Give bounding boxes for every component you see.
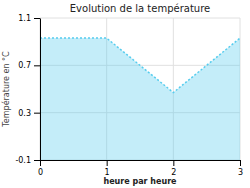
x-axis: 0 1 2 3 — [38, 160, 243, 177]
tick: 0.3 — [18, 109, 40, 118]
line — [40, 38, 240, 92]
tick: 0.7 — [18, 61, 40, 70]
grid-line — [40, 18, 41, 160]
tick-mark — [107, 160, 108, 166]
tick-label: 0.7 — [18, 61, 31, 70]
tick: 1 — [105, 160, 110, 177]
chart: 0 1 2 3 -0.1 0.3 0.7 1.1 Evolution de la tempéra… — [0, 0, 250, 188]
tick: 2 — [171, 160, 176, 177]
tick-mark — [240, 160, 241, 166]
tick-label: -0.1 — [15, 156, 31, 165]
area — [40, 38, 240, 160]
tick: 1.1 — [18, 14, 40, 23]
tick-mark — [34, 113, 40, 114]
axis-line — [41, 160, 241, 161]
y-axis-title: Température en °C — [1, 51, 11, 128]
tick: 0 — [38, 160, 43, 177]
x-axis-title: heure par heure — [103, 177, 177, 186]
tick-label: 1.1 — [18, 14, 31, 23]
plot: 0 1 2 3 -0.1 0.3 0.7 1.1 — [15, 14, 243, 177]
tick-label: 1 — [105, 168, 110, 177]
tick-mark — [34, 18, 40, 19]
tick-label: 2 — [171, 168, 176, 177]
grid-line — [40, 18, 240, 19]
tick-mark — [40, 160, 41, 166]
grid — [40, 18, 240, 160]
axis-line — [40, 19, 41, 161]
tick-label: 0 — [38, 168, 43, 177]
tick-label: 0.3 — [18, 109, 31, 118]
tick-mark — [34, 65, 40, 66]
tick-label: 3 — [238, 168, 243, 177]
title: Evolution de la température — [70, 3, 210, 14]
tick: 3 — [238, 160, 243, 177]
tick-mark — [34, 160, 40, 161]
y-axis: -0.1 0.3 0.7 1.1 — [15, 14, 40, 165]
tick: -0.1 — [15, 156, 40, 165]
marks — [40, 38, 240, 160]
tick-mark — [173, 160, 174, 166]
